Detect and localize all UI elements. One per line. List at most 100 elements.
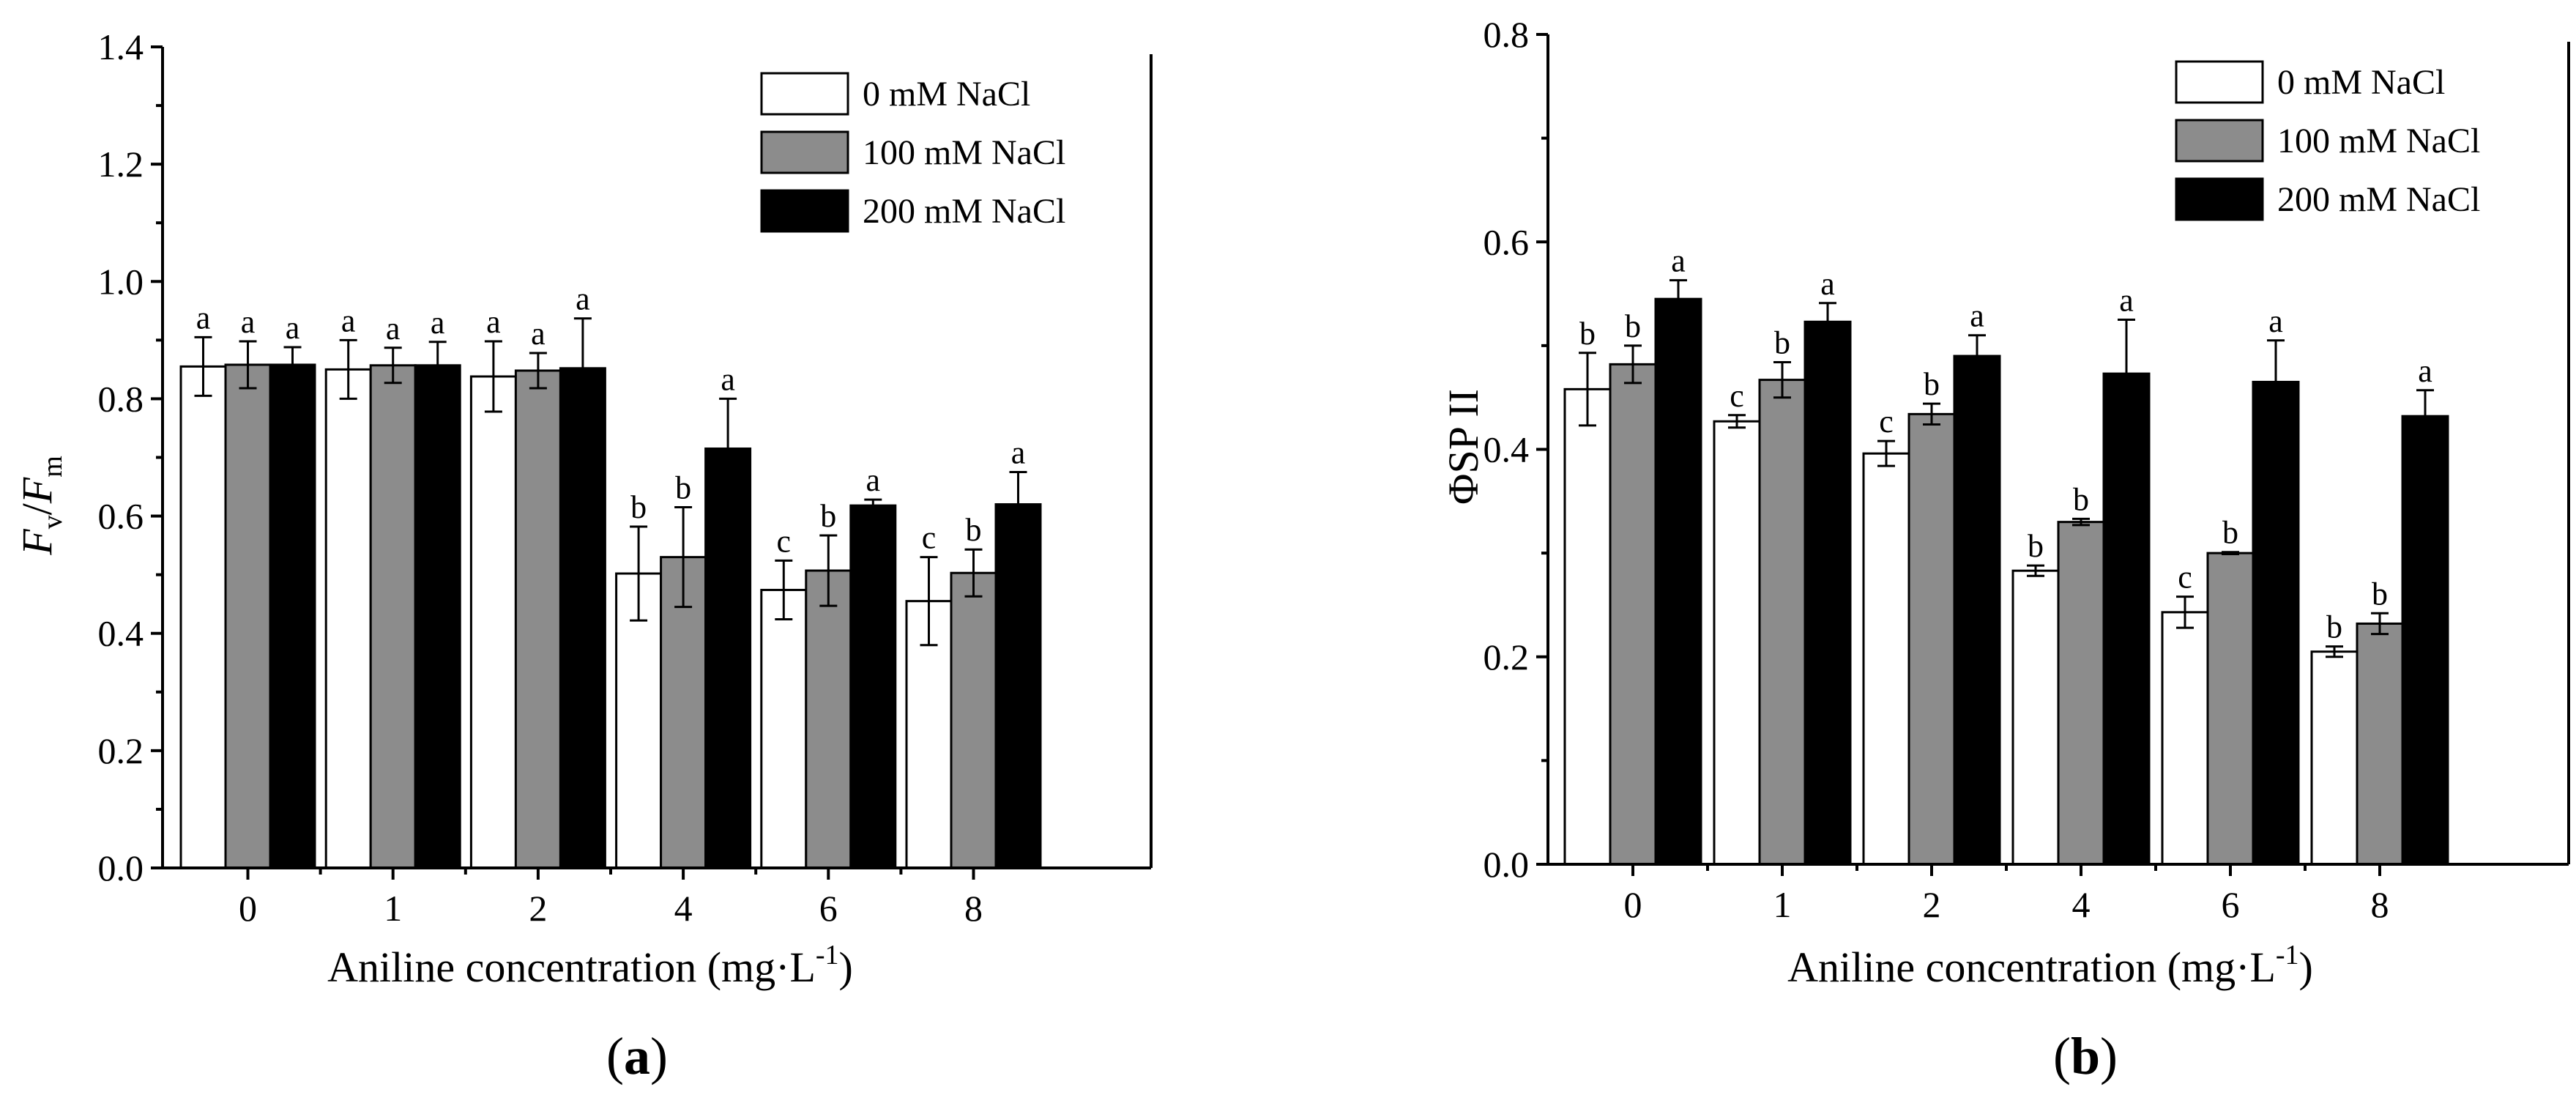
chart-a-bar-s2-g4 — [849, 504, 897, 869]
chart-b-error-bar-s0-g2 — [1877, 439, 1895, 467]
chart-b-y-tick-label-0: 0.0 — [1484, 844, 1530, 885]
chart-a-y-tick-label-2: 0.4 — [98, 613, 144, 654]
chart-a-sig-letter-s1-g2: a — [531, 316, 546, 352]
chart-a-error-bar-s2-g2 — [573, 317, 592, 420]
chart-b-sig-letter-s0-g5: b — [2326, 609, 2342, 645]
chart-a-sig-letter-s1-g1: a — [386, 311, 401, 346]
chart-a-bar-s1-g2 — [514, 369, 562, 869]
chart-b-tick-labels: 0.0 0.2 0.4 0.6 0.8 0 1 2 4 6 8 — [1484, 14, 2389, 925]
chart-b-bar-s0-g0 — [1563, 387, 1612, 866]
chart-b-error-bar-s0-g0 — [1579, 352, 1596, 427]
chart-a-error-bar-s1-g5 — [964, 548, 983, 598]
chart-b-sig-letter-s2-g4: a — [2268, 303, 2283, 339]
chart-b-error-bar-s1-g5 — [2371, 612, 2389, 636]
chart-a-bar-s0-g1 — [324, 368, 372, 869]
chart-b-x-tick-label-0: 0 — [1624, 884, 1642, 925]
chart-b-error-bar-s1-g3 — [2072, 517, 2090, 527]
chart-b-sig-letter-s2-g1: a — [1820, 266, 1835, 302]
chart-a-bar-s2-g5 — [994, 503, 1042, 869]
chart-b-x-axis-title: Aniline concentration (mg·L-1) — [1787, 940, 2313, 991]
chart-b-bar-s2-g5 — [2401, 415, 2449, 866]
chart-a-bar-s0-g0 — [179, 365, 227, 869]
chart-b-y-tick-label-2: 0.4 — [1484, 429, 1530, 470]
chart-a-error-bar-s0-g2 — [484, 340, 502, 413]
chart-a-error-bar-s0-g5 — [920, 556, 938, 647]
chart-b-error-bar-s1-g0 — [1624, 344, 1642, 385]
chart-b-error-bar-s1-g1 — [1773, 361, 1791, 399]
chart-b-bar-s2-g3 — [2102, 372, 2151, 866]
chart-b-axes — [1536, 33, 2570, 876]
chart-a-y-axis-title: Fv/Fm — [13, 456, 68, 556]
chart-b-y-tick-label-1: 0.2 — [1484, 636, 1530, 678]
chart-b-y-axis-title: ΦSP II — [1440, 389, 1487, 505]
chart-a-panel-label: (a) — [606, 1027, 668, 1085]
chart-b-legend-label-1: 100 mM NaCl — [2277, 122, 2480, 160]
chart-a-legend-swatch-1 — [760, 130, 849, 174]
chart-a-x-tick-label-1: 1 — [384, 888, 402, 929]
chart-a-sig-letter-s2-g0: a — [286, 310, 300, 346]
chart-a-bar-s0-g4 — [760, 588, 808, 869]
chart-b-bar-s0-g2 — [1862, 452, 1910, 866]
chart-b-error-bar-s2-g2 — [1968, 334, 1986, 378]
chart-a-y-tick-label-3: 0.6 — [98, 496, 144, 537]
chart-a-error-bar-s1-g4 — [819, 534, 838, 607]
chart-b-error-bar-s0-g3 — [2027, 564, 2044, 577]
chart-b-legend-label-2: 200 mM NaCl — [2277, 180, 2480, 219]
chart-a-y-tick-label-0: 0.0 — [98, 847, 144, 888]
chart-b-error-bar-s0-g4 — [2176, 595, 2194, 629]
chart-b-sig-letter-s1-g4: b — [2222, 515, 2238, 551]
chart-b-error-bar-s2-g3 — [2118, 318, 2135, 429]
chart-a-legend-label-0: 0 mM NaCl — [863, 75, 1030, 114]
chart-b-error-bars — [1579, 279, 2434, 658]
chart-a-sig-letter-s1-g5: b — [966, 512, 982, 548]
chart-a-error-bar-s0-g1 — [339, 338, 357, 400]
chart-b-y-tick-label-3: 0.6 — [1484, 221, 1530, 262]
chart-b-bar-s1-g1 — [1758, 379, 1806, 866]
chart-a-error-bar-s2-g5 — [1009, 471, 1027, 538]
chart-a-bar-s1-g0 — [224, 363, 272, 869]
chart-a-error-bar-s1-g1 — [384, 346, 402, 385]
chart-b-sig-letter-s0-g2: c — [1879, 404, 1894, 439]
chart-b-x-tick-label-5: 8 — [2371, 884, 2389, 925]
chart-a-error-bar-s1-g3 — [674, 506, 693, 609]
chart-a-bar-s1-g4 — [805, 569, 852, 869]
chart-b-sig-letter-s0-g4: c — [2178, 560, 2192, 595]
chart-b-legend-swatch-2 — [2175, 177, 2264, 221]
chart-a-legend-swatch-2 — [760, 189, 849, 233]
chart-a-x-tick-label-4: 6 — [819, 888, 838, 929]
chart-b-legend: 0 mM NaCl 100 mM NaCl 200 mM NaCl — [2175, 60, 2480, 221]
chart-a-sig-letter-s0-g2: a — [486, 304, 501, 340]
chart-b-x-tick-label-2: 2 — [1923, 884, 1941, 925]
chart-a-bar-s2-g1 — [414, 364, 461, 869]
chart-b-x-tick-label-4: 6 — [2222, 884, 2240, 925]
chart-b-bar-s1-g3 — [2057, 521, 2105, 866]
chart-b-error-bar-s0-g5 — [2326, 645, 2343, 658]
chart-a-error-bar-s2-g4 — [864, 498, 882, 513]
chart-b-error-bar-s2-g5 — [2416, 389, 2434, 444]
chart-a-sig-letter-s1-g3: b — [675, 470, 691, 506]
chart-a-x-tick-label-2: 2 — [529, 888, 547, 929]
chart-a-legend-label-1: 100 mM NaCl — [863, 133, 1065, 172]
chart-a-sig-letter-s0-g1: a — [341, 302, 356, 338]
chart-a-error-bar-s1-g2 — [529, 352, 547, 390]
chart-a-error-bar-s2-g1 — [428, 341, 447, 390]
chart-a-y-tick-label-5: 1.0 — [98, 261, 144, 302]
chart-b-bar-s1-g2 — [1907, 412, 1956, 866]
chart-a-y-tick-label-1: 0.2 — [98, 730, 144, 771]
chart-b-sig-letter-s1-g0: b — [1625, 308, 1641, 344]
chart-a-error-bar-s1-g0 — [239, 340, 257, 390]
chart-b-bar-s0-g5 — [2310, 650, 2359, 866]
chart-a-sig-letter-s0-g4: c — [777, 523, 792, 559]
chart-a-y-tick-label-4: 0.8 — [98, 378, 144, 419]
chart-a-x-axis-title: Aniline concentration (mg·L-1) — [327, 940, 853, 991]
chart-b-sig-letter-s1-g2: b — [1924, 366, 1940, 402]
chart-a-bar-s2-g0 — [269, 363, 316, 869]
chart-b-sig-letter-s0-g1: c — [1730, 378, 1744, 414]
chart-b-sig-letter-s2-g0: a — [1671, 243, 1686, 279]
chart-a-axes — [151, 45, 1153, 880]
chart-b-sig-letter-s0-g3: b — [2028, 528, 2044, 564]
chart-b-sig-letter-s0-g0: b — [1579, 316, 1596, 352]
chart-a-bar-s0-g2 — [469, 375, 517, 869]
